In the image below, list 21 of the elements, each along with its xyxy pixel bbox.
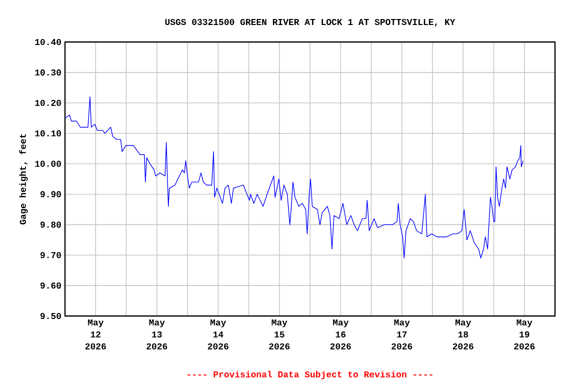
y-tick-label: 9.50: [40, 312, 61, 320]
y-tick-label: 10.10: [35, 130, 61, 136]
y-tick-label: 9.90: [40, 191, 61, 198]
y-tick-label: 10.40: [35, 38, 61, 46]
x-tick-label: May 12 2026: [85, 320, 106, 350]
x-tick-label: May 17 2026: [392, 320, 412, 350]
x-tick-label: May 16 2026: [330, 320, 351, 350]
y-axis-title: Gage height, feet: [19, 134, 28, 224]
y-tick-label: 10.20: [35, 100, 61, 106]
y-tick-label: 10.30: [35, 69, 61, 76]
y-tick-label: 9.70: [40, 252, 61, 258]
x-tick-label: May 14 2026: [208, 320, 228, 350]
x-tick-label: May 13 2026: [146, 320, 168, 350]
x-tick-label: May 18 2026: [452, 320, 474, 350]
y-tick-label: 10.00: [35, 160, 61, 167]
y-tick-label: 9.80: [40, 222, 61, 228]
x-tick-label: May 15 2026: [269, 320, 290, 350]
y-tick-label: 9.60: [40, 282, 61, 289]
text: ---- Provisional Data Subject to Revision ----: [188, 370, 432, 380]
chart-title: USGS 03321500 GREEN RIVER AT LOCK 1 AT SPOTTSVILLE, KY: [165, 18, 456, 27]
x-tick-label: May 19 2026: [514, 320, 535, 350]
